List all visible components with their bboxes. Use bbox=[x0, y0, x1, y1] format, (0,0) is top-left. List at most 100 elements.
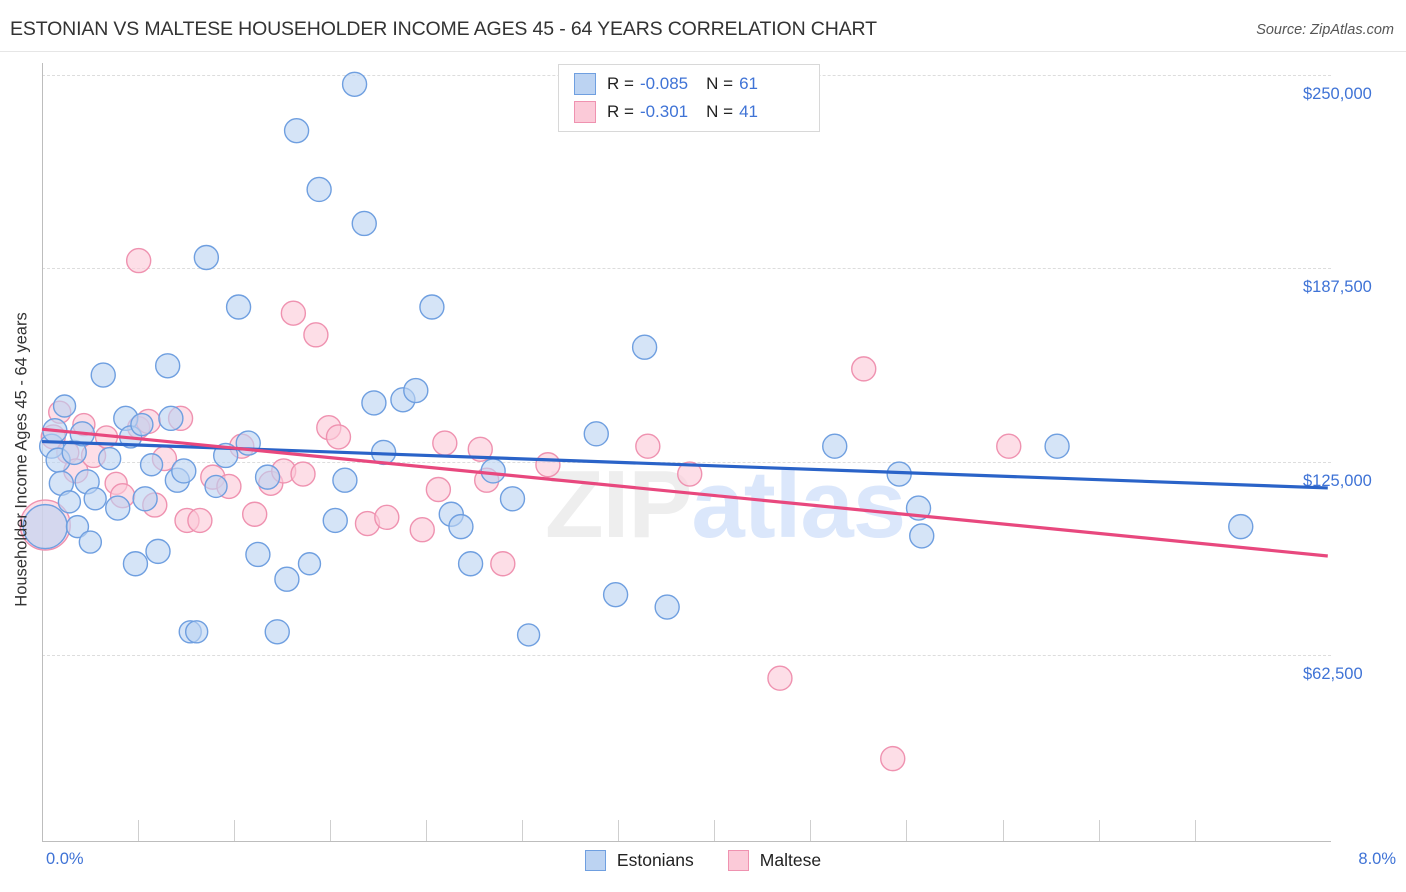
scatter-point-maltese[interactable] bbox=[325, 424, 352, 450]
scatter-point-maltese[interactable] bbox=[303, 322, 329, 348]
scatter-point-estonians[interactable] bbox=[322, 507, 348, 534]
scatter-point-estonians[interactable] bbox=[78, 530, 103, 554]
scatter-point-estonians[interactable] bbox=[204, 474, 228, 499]
scatter-point-maltese[interactable] bbox=[880, 745, 906, 772]
r-value-estonians: -0.085 bbox=[639, 74, 689, 93]
scatter-point-estonians[interactable] bbox=[306, 176, 332, 203]
scatter-point-estonians[interactable] bbox=[130, 412, 154, 437]
scatter-point-estonians[interactable] bbox=[184, 620, 209, 644]
y-axis-title: Householder Income Ages 45 - 64 years bbox=[12, 312, 31, 607]
x-axis-tick bbox=[138, 820, 140, 841]
scatter-point-maltese[interactable] bbox=[280, 300, 307, 326]
scatter-point-maltese[interactable] bbox=[125, 247, 152, 274]
scatter-point-maltese[interactable] bbox=[467, 436, 493, 462]
y-axis-tick-label: $125,000 bbox=[1303, 471, 1372, 490]
scatter-point-maltese[interactable] bbox=[241, 501, 268, 527]
scatter-point-maltese[interactable] bbox=[996, 433, 1022, 459]
r-label-estonians: R = bbox=[607, 74, 634, 93]
x-axis-tick bbox=[906, 820, 908, 841]
series-label-maltese: Maltese bbox=[759, 850, 822, 870]
scatter-point-estonians[interactable] bbox=[448, 513, 474, 540]
scatter-point-estonians[interactable] bbox=[403, 377, 429, 404]
scatter-point-estonians[interactable] bbox=[419, 294, 445, 320]
gridline bbox=[42, 655, 1331, 656]
scatter-point-estonians[interactable] bbox=[909, 523, 935, 549]
scatter-point-maltese[interactable] bbox=[677, 461, 703, 487]
scatter-point-maltese[interactable] bbox=[851, 356, 877, 382]
scatter-point-estonians[interactable] bbox=[90, 362, 116, 388]
scatter-point-estonians[interactable] bbox=[264, 619, 290, 645]
scatter-point-estonians[interactable] bbox=[154, 353, 181, 379]
scatter-point-estonians[interactable] bbox=[105, 495, 131, 521]
scatter-point-estonians[interactable] bbox=[654, 594, 680, 620]
scatter-point-maltese[interactable] bbox=[490, 551, 516, 577]
n-label-maltese: N = bbox=[706, 102, 734, 121]
scatter-point-estonians[interactable] bbox=[361, 390, 387, 416]
series-label-estonians: Estonians bbox=[616, 850, 694, 870]
page-title: ESTONIAN VS MALTESE HOUSEHOLDER INCOME A… bbox=[10, 18, 877, 40]
scatter-point-estonians[interactable] bbox=[97, 446, 122, 471]
scatter-point-maltese[interactable] bbox=[635, 433, 661, 459]
n-value-maltese: 41 bbox=[739, 102, 758, 121]
scatter-point-estonians[interactable] bbox=[351, 210, 377, 237]
plot-area: ZIPatlas $250,000$187,500$125,000$62,500… bbox=[0, 52, 1406, 892]
scatter-point-maltese[interactable] bbox=[535, 452, 561, 478]
x-axis-max-label: 8.0% bbox=[1358, 850, 1396, 868]
scatter-point-estonians[interactable] bbox=[122, 551, 149, 577]
scatter-point-estonians[interactable] bbox=[341, 71, 368, 97]
r-value-maltese: -0.301 bbox=[639, 102, 689, 121]
r-label-maltese: R = bbox=[607, 102, 634, 121]
correlation-row-maltese: R = -0.301 N = 41 bbox=[574, 99, 758, 125]
scatter-point-estonians[interactable] bbox=[132, 486, 158, 512]
scatter-point-estonians[interactable] bbox=[225, 294, 252, 320]
series-legend: Estonians Maltese bbox=[0, 850, 1406, 871]
legend-item-estonians[interactable]: Estonians bbox=[584, 850, 694, 871]
legend-item-maltese[interactable]: Maltese bbox=[727, 850, 822, 871]
scatter-point-estonians[interactable] bbox=[57, 490, 82, 514]
scatter-point-estonians[interactable] bbox=[158, 405, 184, 432]
scatter-point-estonians[interactable] bbox=[193, 244, 220, 271]
trendline-maltese bbox=[41, 427, 1328, 558]
scatter-point-estonians[interactable] bbox=[516, 623, 541, 647]
scatter-point-maltese[interactable] bbox=[187, 507, 213, 534]
x-axis-tick bbox=[1194, 820, 1196, 841]
scatter-point-estonians[interactable] bbox=[83, 487, 107, 511]
scatter-point-estonians[interactable] bbox=[171, 458, 197, 484]
scatter-point-estonians[interactable] bbox=[52, 394, 77, 418]
x-axis-tick bbox=[810, 820, 812, 841]
scatter-point-maltese[interactable] bbox=[374, 504, 400, 531]
scatter-point-estonians[interactable] bbox=[145, 538, 171, 565]
scatter-point-estonians[interactable] bbox=[245, 541, 271, 568]
scatter-point-estonians[interactable] bbox=[274, 566, 300, 592]
x-axis-tick bbox=[522, 820, 524, 841]
scatter-point-estonians[interactable] bbox=[583, 421, 609, 447]
x-axis-line bbox=[42, 841, 1331, 842]
scatter-point-estonians[interactable] bbox=[139, 453, 164, 477]
scatter-point-estonians[interactable] bbox=[332, 467, 358, 493]
scatter-point-estonians[interactable] bbox=[254, 464, 281, 490]
scatter-point-estonians[interactable] bbox=[480, 458, 506, 484]
scatter-point-estonians[interactable] bbox=[1228, 513, 1254, 540]
scatter-point-estonians[interactable] bbox=[602, 581, 629, 608]
scatter-point-maltese[interactable] bbox=[290, 461, 316, 487]
x-axis-tick bbox=[426, 820, 428, 841]
x-axis-tick bbox=[1098, 820, 1100, 841]
scatter-point-estonians[interactable] bbox=[631, 334, 658, 360]
scatter-point-estonians[interactable] bbox=[499, 486, 526, 512]
scatter-point-estonians[interactable] bbox=[283, 117, 310, 144]
scatter-point-maltese[interactable] bbox=[767, 665, 793, 691]
x-axis-tick bbox=[618, 820, 620, 841]
scatter-point-maltese[interactable] bbox=[425, 476, 452, 503]
n-label-estonians: N = bbox=[706, 74, 734, 93]
scatter-point-estonians[interactable] bbox=[297, 552, 322, 576]
scatter-point-maltese[interactable] bbox=[432, 430, 458, 456]
scatter-point-maltese[interactable] bbox=[409, 517, 435, 543]
scatter-point-estonians[interactable] bbox=[457, 551, 484, 577]
scatter-point-estonians[interactable] bbox=[822, 433, 848, 459]
gridline bbox=[42, 268, 1331, 270]
scatter-point-estonians[interactable] bbox=[65, 514, 90, 539]
scatter-point-estonians[interactable] bbox=[1044, 433, 1070, 459]
legend-swatch-estonians-icon bbox=[574, 73, 596, 95]
source-attribution: Source: ZipAtlas.com bbox=[1256, 22, 1394, 38]
x-axis-tick bbox=[714, 820, 716, 841]
